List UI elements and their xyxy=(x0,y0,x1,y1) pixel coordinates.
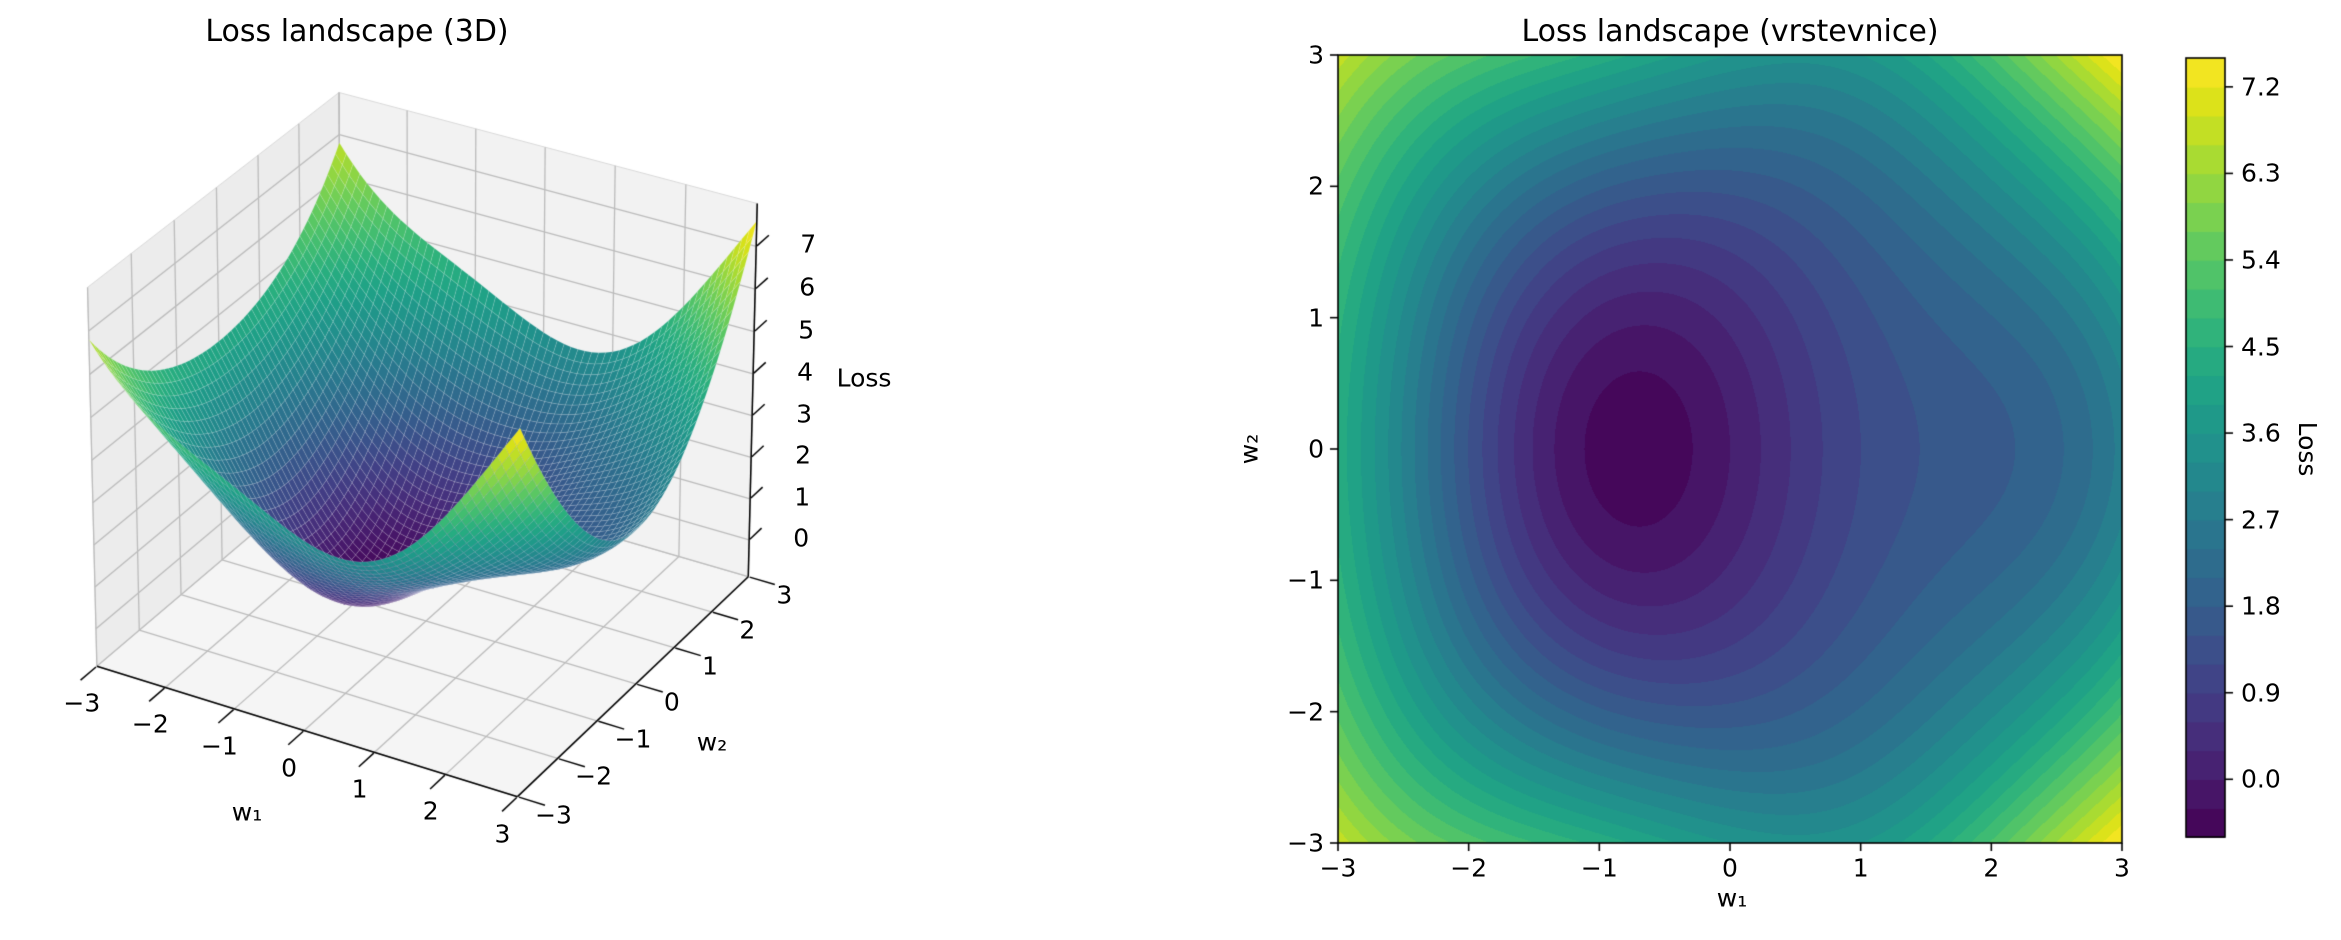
contour-x-tick-label: 3 xyxy=(2114,853,2130,883)
surface-y-tick-label: −3 xyxy=(535,800,572,830)
colorbar-tick-label: 1.8 xyxy=(2241,591,2281,621)
surface-x-tick-label: −1 xyxy=(200,731,238,761)
contour-yaxis-label: w₂ xyxy=(1234,433,1264,465)
surface-x-tick-label: −2 xyxy=(131,709,169,739)
contour-y-tick-label: 1 xyxy=(1308,303,1324,333)
surface-z-tick-label: 2 xyxy=(795,440,812,470)
contour-plot-title: Loss landscape (vrstevnice) xyxy=(1521,14,1939,49)
contour-xaxis-label: w₁ xyxy=(1716,883,1748,913)
contour-y-tick-label: 3 xyxy=(1308,40,1324,70)
surface-y-tick-label: 1 xyxy=(701,651,718,681)
contour-y-tick-label: 0 xyxy=(1308,434,1324,464)
surface-y-tick-label: −1 xyxy=(614,724,652,754)
surface-y-tick-label: −2 xyxy=(575,761,613,791)
colorbar-tick-label: 6.3 xyxy=(2241,158,2281,188)
colorbar-tick-label: 0.0 xyxy=(2241,764,2281,794)
contour-x-tick-label: −2 xyxy=(1450,853,1488,883)
contour-y-tick-label: −1 xyxy=(1287,565,1324,595)
surface-xaxis-label: w₁ xyxy=(231,797,263,827)
colorbar-tick-label: 4.5 xyxy=(2241,332,2281,362)
surface-z-tick-label: 4 xyxy=(797,357,814,387)
surface-x-tick-label: 0 xyxy=(281,753,298,782)
surface-z-tick-label: 7 xyxy=(800,229,817,259)
colorbar-tick-label: 5.4 xyxy=(2241,245,2281,275)
surface-z-tick-label: 3 xyxy=(796,399,813,429)
surface-z-tick-label: 5 xyxy=(798,315,815,345)
contour-x-tick-label: 0 xyxy=(1722,853,1738,883)
colorbar-label: Loss xyxy=(2293,421,2322,477)
contour-x-tick-label: 1 xyxy=(1852,853,1869,883)
contour-y-tick-label: −2 xyxy=(1287,697,1324,727)
colorbar-tick-label: 0.9 xyxy=(2241,678,2281,708)
surface-x-tick-label: 2 xyxy=(422,796,439,826)
colorbar-tick-label: 7.2 xyxy=(2241,72,2281,102)
contour-y-tick-label: −3 xyxy=(1287,828,1324,858)
colorbar-tick-label: 2.7 xyxy=(2241,505,2281,535)
contour-y-tick-label: 2 xyxy=(1308,171,1324,201)
surface-x-tick-label: −3 xyxy=(63,688,101,718)
surface-y-tick-label: 0 xyxy=(663,687,680,717)
surface-z-tick-label: 0 xyxy=(793,523,810,553)
contour-x-tick-label: −1 xyxy=(1580,853,1618,883)
surface-x-tick-label: 3 xyxy=(494,819,511,849)
colorbar-tick-label: 3.6 xyxy=(2241,418,2281,448)
surface-plot-title: Loss landscape (3D) xyxy=(205,14,509,49)
surface-z-tick-label: 6 xyxy=(799,272,816,302)
surface-x-tick-label: 1 xyxy=(351,774,368,804)
surface-zaxis-label: Loss xyxy=(836,363,892,393)
contour-x-tick-label: 2 xyxy=(1983,853,2000,883)
surface-y-tick-label: 3 xyxy=(776,580,793,610)
surface-y-tick-label: 2 xyxy=(739,615,756,645)
surface-yaxis-label: w₂ xyxy=(696,727,728,757)
contour-x-tick-label: −3 xyxy=(1319,853,1357,883)
surface-z-tick-label: 1 xyxy=(794,482,811,512)
